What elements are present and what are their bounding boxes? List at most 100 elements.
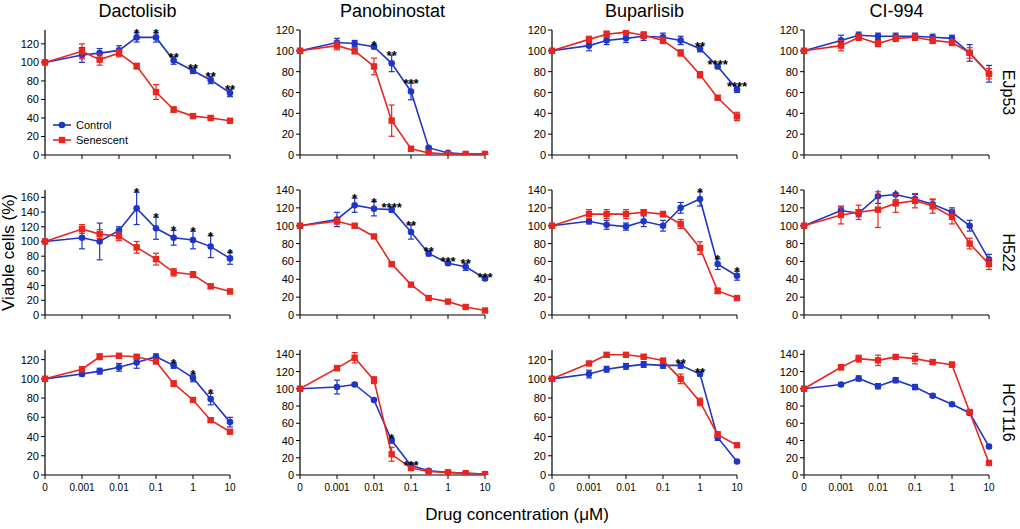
significance: *** <box>403 458 419 473</box>
error-cap <box>97 65 103 66</box>
error-cap <box>949 223 955 224</box>
marker <box>603 211 609 217</box>
significance: * <box>697 185 703 200</box>
panel: 02040608010012000.0010.010.1110**** <box>528 350 743 493</box>
marker <box>42 376 48 382</box>
error-cap <box>190 248 196 249</box>
error-cap <box>660 230 666 231</box>
y-tick-label: 100 <box>528 45 546 57</box>
x-tick <box>45 155 46 159</box>
y-tick-label: 40 <box>282 435 294 447</box>
error-cap <box>986 81 992 82</box>
y-axis <box>551 190 552 315</box>
significance: * <box>190 224 196 239</box>
error-cap <box>838 205 844 206</box>
error-bar <box>949 210 955 224</box>
data-group <box>297 353 489 475</box>
significance: ** <box>695 39 706 54</box>
error-cap <box>134 41 140 42</box>
series-line <box>45 229 230 292</box>
error-cap <box>838 50 844 51</box>
x-tick-label: 0.001 <box>828 482 853 493</box>
error-bar <box>930 199 936 213</box>
x-tick <box>841 475 842 479</box>
series-line <box>804 35 989 74</box>
marker <box>697 72 703 78</box>
error-bar <box>97 368 103 374</box>
y-tick-label: 120 <box>780 202 798 214</box>
marker <box>227 429 233 435</box>
error-cap <box>171 268 177 269</box>
error-bar <box>912 353 918 363</box>
error-bar <box>641 32 647 40</box>
y-tick <box>548 398 552 399</box>
x-tick <box>737 155 738 159</box>
x-tick-label: 0.001 <box>69 482 94 493</box>
marker <box>549 223 555 229</box>
error-bar <box>678 203 684 214</box>
y-tick-label: 60 <box>27 411 39 423</box>
marker <box>875 357 881 363</box>
marker <box>801 48 807 54</box>
legend: ControlSenescent <box>53 119 128 146</box>
series-line <box>300 43 485 154</box>
error-cap <box>678 36 684 37</box>
marker <box>207 243 214 250</box>
error-bar <box>838 365 844 370</box>
marker <box>677 376 683 382</box>
y-tick <box>296 354 300 355</box>
y-tick <box>41 300 45 301</box>
significance: * <box>153 26 159 41</box>
x-tick-label: 0.001 <box>324 482 349 493</box>
marker <box>697 245 703 251</box>
y-tick-label: 0 <box>33 309 39 321</box>
marker <box>96 238 103 245</box>
series-line <box>300 46 485 154</box>
marker <box>297 48 304 55</box>
error-cap <box>875 365 881 366</box>
x-tick <box>230 315 231 319</box>
x-tick-label: 0 <box>549 482 555 493</box>
marker <box>425 468 431 474</box>
x-tick-label: 0 <box>297 482 303 493</box>
error-cap <box>967 230 973 231</box>
error-bar <box>660 37 666 43</box>
error-bar <box>949 39 955 45</box>
error-bar <box>715 432 721 438</box>
marker <box>929 37 935 43</box>
marker <box>966 240 972 246</box>
error-cap <box>893 194 899 195</box>
series-line <box>552 36 737 89</box>
error-bar <box>604 31 610 37</box>
error-cap <box>227 264 233 265</box>
x-tick <box>300 315 301 319</box>
error-bar <box>352 353 358 363</box>
marker <box>586 371 593 378</box>
y-tick-label: 60 <box>534 411 546 423</box>
x-tick <box>663 315 664 319</box>
y-tick <box>296 134 300 135</box>
error-bar <box>79 227 85 249</box>
y-axis <box>44 190 45 315</box>
y-tick <box>548 279 552 280</box>
error-bar <box>153 253 159 265</box>
error-cap <box>967 47 973 48</box>
y-tick <box>41 80 45 81</box>
marker <box>912 355 918 361</box>
x-tick <box>337 475 338 479</box>
y-tick <box>296 30 300 31</box>
error-cap <box>604 220 610 221</box>
significance: * <box>190 367 196 382</box>
marker <box>677 37 684 44</box>
marker <box>133 205 140 212</box>
legend-marker <box>59 137 65 143</box>
error-cap <box>875 227 881 228</box>
error-bar <box>389 447 395 461</box>
y-tick-label: 80 <box>534 238 546 250</box>
marker <box>79 48 85 54</box>
y-tick-label: 100 <box>780 383 798 395</box>
y-tick-label: 40 <box>27 431 39 443</box>
significance: * <box>371 195 377 210</box>
error-bar <box>641 362 647 368</box>
marker <box>133 359 140 366</box>
